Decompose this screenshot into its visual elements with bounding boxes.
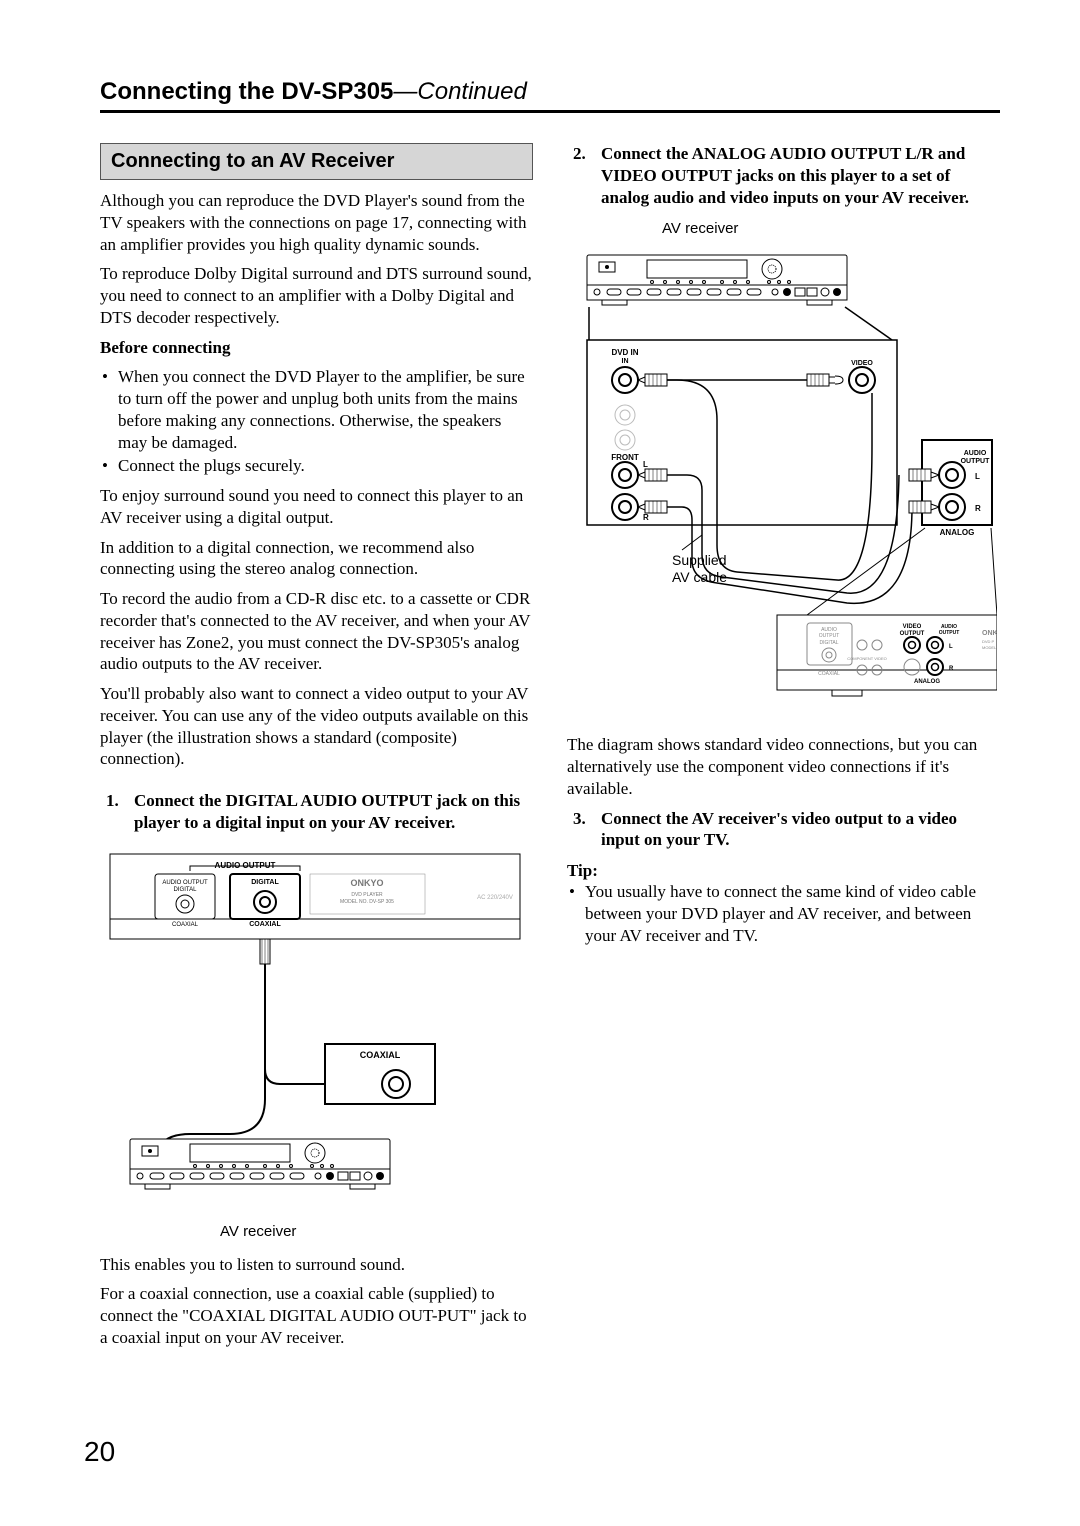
step-number: 3. <box>567 808 601 852</box>
analog-label: ANALOG <box>940 528 975 537</box>
step-3: 3. Connect the AV receiver's video outpu… <box>567 808 1000 852</box>
para-8: For a coaxial connection, use a coaxial … <box>100 1283 533 1348</box>
supplied-cable-label-1: Supplied <box>672 552 727 568</box>
header-continued: —Continued <box>393 78 526 105</box>
svg-text:IN: IN <box>622 358 629 365</box>
list-item: Connect the plugs securely. <box>100 455 533 477</box>
diagram-digital-connection: AUDIO OUTPUT AUDIO OUTPUT DIGITAL COAXIA… <box>100 844 533 1240</box>
svg-text:MODEL NO.: MODEL NO. <box>982 645 997 650</box>
svg-text:AUDIO: AUDIO <box>964 450 987 457</box>
para-5: To record the audio from a CD-R disc etc… <box>100 588 533 675</box>
step-text: Connect the AV receiver's video output t… <box>601 808 1000 852</box>
svg-text:COAXIAL: COAXIAL <box>818 671 840 677</box>
step-text: Connect the DIGITAL AUDIO OUTPUT jack on… <box>134 790 533 834</box>
tip-list: You usually have to connect the same kin… <box>567 881 1000 946</box>
list-item: When you connect the DVD Player to the a… <box>100 366 533 453</box>
header-title-main: Connecting the DV-SP305 <box>100 78 393 105</box>
svg-text:OUTPUT: OUTPUT <box>961 458 991 465</box>
video-label: VIDEO <box>851 360 873 367</box>
tip-label: Tip: <box>567 861 1000 881</box>
model-no-label: MODEL NO. DV-SP 305 <box>340 899 394 905</box>
svg-text:DIGITAL: DIGITAL <box>819 640 838 646</box>
digital-label: DIGITAL <box>251 879 279 886</box>
svg-text:DIGITAL: DIGITAL <box>174 887 198 893</box>
diagram-analog-connection: DVD IN IN VIDEO FRONT L <box>567 245 1000 720</box>
list-item: You usually have to connect the same kin… <box>567 881 1000 946</box>
front-label: FRONT <box>611 453 639 462</box>
av-receiver-icon <box>130 1139 390 1189</box>
svg-text:COAXIAL: COAXIAL <box>249 921 281 928</box>
step-1: 1. Connect the DIGITAL AUDIO OUTPUT jack… <box>100 790 533 834</box>
para-7: This enables you to listen to surround s… <box>100 1254 533 1276</box>
para-3: To enjoy surround sound you need to conn… <box>100 485 533 529</box>
av-receiver-icon <box>587 255 847 305</box>
svg-text:ONK: ONK <box>982 630 997 637</box>
svg-text:R: R <box>949 666 954 672</box>
section-heading: Connecting to an AV Receiver <box>100 143 533 180</box>
supplied-cable-label-2: AV cable <box>672 569 727 585</box>
para-after-diagram2: The diagram shows standard video connect… <box>567 734 1000 799</box>
para-intro-2: To reproduce Dolby Digital surround and … <box>100 263 533 328</box>
right-column: 2. Connect the ANALOG AUDIO OUTPUT L/R a… <box>567 143 1000 1357</box>
svg-text:DVD P: DVD P <box>982 639 995 644</box>
svg-text:AC 220/240V: AC 220/240V <box>477 895 513 901</box>
svg-text:COAXIAL: COAXIAL <box>172 922 199 928</box>
svg-text:L: L <box>975 472 980 481</box>
av-receiver-caption-2: AV receiver <box>567 220 1000 237</box>
svg-text:R: R <box>975 504 981 513</box>
svg-text:COMPONENT VIDEO: COMPONENT VIDEO <box>847 656 887 661</box>
dvd-in-label: DVD IN <box>611 348 638 357</box>
svg-text:L: L <box>949 644 953 650</box>
model-label: DVD PLAYER <box>351 892 383 898</box>
para-intro-1: Although you can reproduce the DVD Playe… <box>100 190 533 255</box>
coaxial-label: COAXIAL <box>360 1050 401 1060</box>
before-connecting-list: When you connect the DVD Player to the a… <box>100 366 533 477</box>
av-receiver-caption: AV receiver <box>100 1223 533 1240</box>
step-text: Connect the ANALOG AUDIO OUTPUT L/R and … <box>601 143 1000 208</box>
svg-text:OUTPUT: OUTPUT <box>819 633 840 639</box>
svg-text:AUDIO OUTPUT: AUDIO OUTPUT <box>162 880 208 886</box>
l-label: L <box>643 460 648 469</box>
svg-text:OUTPUT: OUTPUT <box>939 630 960 636</box>
page-header: Connecting the DV-SP305—Continued <box>100 78 1000 113</box>
svg-text:ANALOG: ANALOG <box>914 679 940 685</box>
page-number: 20 <box>84 1436 115 1468</box>
step-number: 1. <box>100 790 134 834</box>
para-6: You'll probably also want to connect a v… <box>100 683 533 770</box>
para-4: In addition to a digital connection, we … <box>100 537 533 581</box>
header-title: Connecting the DV-SP305—Continued <box>100 78 527 105</box>
left-column: Connecting to an AV Receiver Although yo… <box>100 143 533 1357</box>
step-2: 2. Connect the ANALOG AUDIO OUTPUT L/R a… <box>567 143 1000 208</box>
step-number: 2. <box>567 143 601 208</box>
before-connecting-label: Before connecting <box>100 337 533 359</box>
brand-label: ONKYO <box>350 878 383 888</box>
svg-text:VIDEO: VIDEO <box>903 624 922 630</box>
r-label: R <box>643 513 649 522</box>
